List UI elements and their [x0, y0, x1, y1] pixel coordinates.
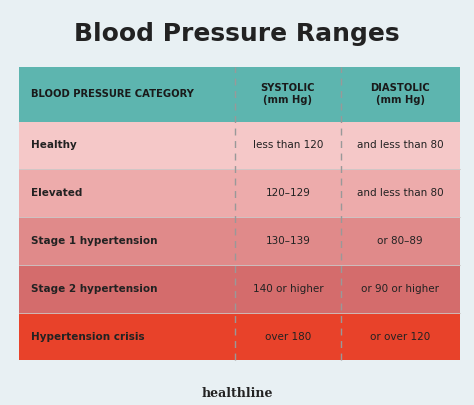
- Text: SYSTOLIC
(mm Hg): SYSTOLIC (mm Hg): [261, 83, 315, 105]
- Text: over 180: over 180: [265, 332, 311, 341]
- Bar: [19, 169, 460, 217]
- Text: DIASTOLIC
(mm Hg): DIASTOLIC (mm Hg): [370, 83, 430, 105]
- Bar: [19, 265, 460, 313]
- Bar: [19, 67, 460, 122]
- Text: or 90 or higher: or 90 or higher: [361, 284, 439, 294]
- Bar: [19, 313, 460, 360]
- Text: or over 120: or over 120: [370, 332, 430, 341]
- Text: 140 or higher: 140 or higher: [253, 284, 323, 294]
- Text: Stage 1 hypertension: Stage 1 hypertension: [31, 236, 157, 246]
- Text: Elevated: Elevated: [31, 188, 82, 198]
- Text: Stage 2 hypertension: Stage 2 hypertension: [31, 284, 157, 294]
- Text: 120–129: 120–129: [265, 188, 310, 198]
- Text: healthline: healthline: [201, 387, 273, 400]
- Text: Healthy: Healthy: [31, 141, 77, 150]
- Text: less than 120: less than 120: [253, 141, 323, 150]
- Text: and less than 80: and less than 80: [357, 188, 444, 198]
- Text: Blood Pressure Ranges: Blood Pressure Ranges: [74, 22, 400, 47]
- Text: and less than 80: and less than 80: [357, 141, 444, 150]
- Text: Hypertension crisis: Hypertension crisis: [31, 332, 145, 341]
- Text: or 80–89: or 80–89: [377, 236, 423, 246]
- Bar: [19, 217, 460, 265]
- Bar: [19, 122, 460, 169]
- Text: BLOOD PRESSURE CATEGORY: BLOOD PRESSURE CATEGORY: [31, 89, 194, 99]
- Text: 130–139: 130–139: [265, 236, 310, 246]
